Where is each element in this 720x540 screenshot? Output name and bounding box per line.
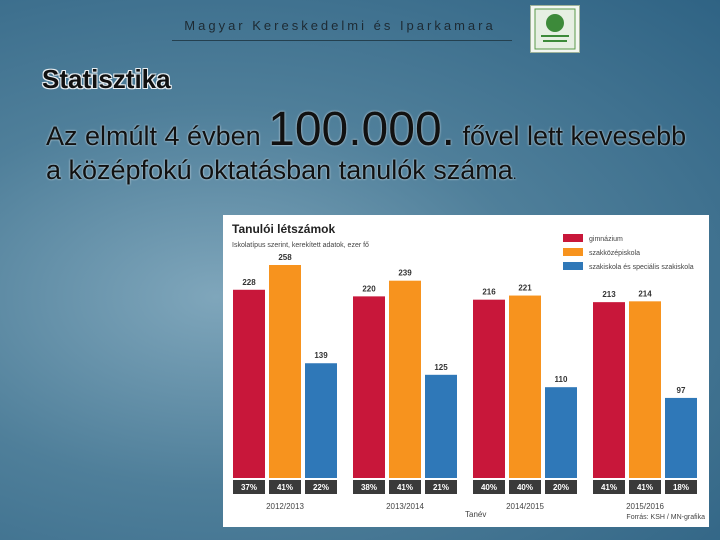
- value-label: 216: [482, 288, 496, 297]
- source: Forrás: KSH / MN-grafika: [626, 514, 705, 521]
- share-cell: [269, 480, 301, 494]
- share-label: 22%: [313, 483, 329, 492]
- body-text-part: .: [512, 166, 517, 182]
- logo-globe: [546, 14, 564, 32]
- bar: [353, 296, 385, 478]
- bar: [629, 301, 661, 478]
- bar: [509, 295, 541, 478]
- value-label: 97: [677, 386, 686, 395]
- organization-name: Magyar Kereskedelmi és Iparkamara: [184, 18, 496, 33]
- body-text-part: fővel lett kevesebb a középfokú oktatásb…: [46, 121, 687, 185]
- share-label: 18%: [673, 483, 689, 492]
- chart: Tanulói létszámok Iskolatípus szerint, k…: [223, 215, 709, 527]
- value-label: 228: [242, 278, 256, 287]
- x-axis-label: Tanév: [465, 510, 486, 519]
- share-label: 41%: [637, 483, 653, 492]
- bar: [305, 363, 337, 478]
- value-label: 221: [518, 284, 532, 293]
- body-text-part: Az elmúlt 4 évben: [46, 121, 269, 151]
- value-label: 214: [638, 289, 652, 298]
- legend-swatch: [563, 262, 583, 270]
- bar: [233, 289, 265, 478]
- legend-label: gimnázium: [589, 236, 623, 243]
- share-cell: [425, 480, 457, 494]
- share-label: 40%: [481, 483, 497, 492]
- value-label: 213: [602, 290, 616, 299]
- value-label: 239: [398, 269, 412, 278]
- bar: [545, 387, 577, 478]
- legend-swatch: [563, 234, 583, 242]
- legend-swatch: [563, 248, 583, 256]
- section-title: Statisztika: [42, 64, 171, 94]
- logo: [530, 5, 580, 53]
- share-cell: [233, 480, 265, 494]
- x-tick-label: 2014/2015: [506, 502, 544, 511]
- share-cell: [473, 480, 505, 494]
- bar: [473, 299, 505, 478]
- logo-line: [543, 40, 567, 42]
- share-cell: [593, 480, 625, 494]
- share-label: 41%: [277, 483, 293, 492]
- x-tick-label: 2013/2014: [386, 502, 424, 511]
- bar: [269, 265, 301, 478]
- share-label: 40%: [517, 483, 533, 492]
- share-cell: [545, 480, 577, 494]
- legend-label: szakközépiskola: [589, 250, 640, 257]
- value-label: 220: [362, 284, 376, 293]
- share-cell: [509, 480, 541, 494]
- value-label: 110: [555, 375, 568, 384]
- value-label: 139: [314, 351, 328, 360]
- share-label: 41%: [397, 483, 413, 492]
- share-cell: [389, 480, 421, 494]
- bar: [593, 302, 625, 478]
- share-label: 38%: [361, 483, 377, 492]
- x-tick-label: 2012/2013: [266, 502, 304, 511]
- bar: [389, 280, 421, 478]
- chart-background: [223, 215, 709, 527]
- share-label: 37%: [241, 483, 257, 492]
- chart-subtitle: Iskolatípus szerint, kerekített adatok, …: [232, 242, 369, 249]
- chart-title: Tanulói létszámok: [232, 222, 335, 236]
- logo-line: [541, 35, 569, 37]
- value-label: 125: [434, 363, 448, 372]
- share-cell: [353, 480, 385, 494]
- share-cell: [305, 480, 337, 494]
- highlight-number: 100.000.: [268, 103, 455, 156]
- bar: [665, 397, 697, 478]
- share-label: 21%: [433, 483, 449, 492]
- bar: [425, 374, 457, 478]
- body-text: Az elmúlt 4 évben 100.000. fővel lett ke…: [46, 106, 706, 191]
- x-tick-label: 2015/2016: [626, 502, 664, 511]
- legend-label: szakiskola és speciális szakiskola: [589, 264, 694, 271]
- value-label: 258: [278, 253, 292, 262]
- share-cell: [665, 480, 697, 494]
- share-label: 41%: [601, 483, 617, 492]
- share-cell: [629, 480, 661, 494]
- header-rule: [172, 40, 512, 41]
- share-label: 20%: [553, 483, 569, 492]
